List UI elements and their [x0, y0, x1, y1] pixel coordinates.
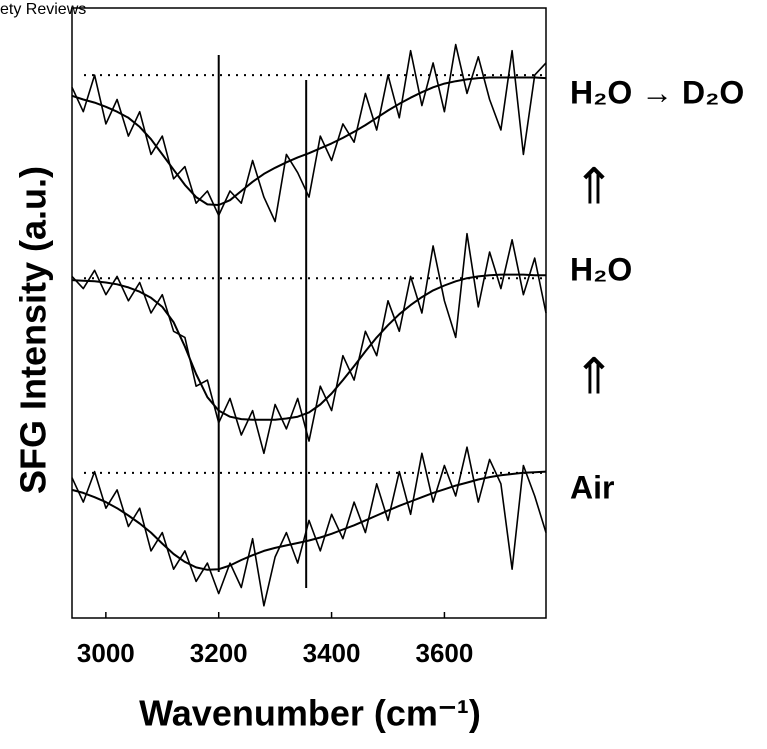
annotation: Air: [570, 469, 614, 505]
data-line: [71, 446, 547, 607]
source-text: ety Reviews: [0, 1, 86, 18]
x-tick-label: 3600: [416, 638, 474, 668]
data-line: [71, 43, 547, 223]
fit-line: [71, 76, 547, 206]
data-line: [71, 232, 547, 455]
fit-line: [71, 470, 547, 571]
arrow-label: ⇑: [573, 348, 615, 406]
x-tick-label: 3000: [77, 638, 135, 668]
x-tick-label: 3200: [190, 638, 248, 668]
annotation: H₂O → D₂O: [570, 74, 744, 110]
annotation: H₂O: [570, 251, 632, 287]
x-axis-title: Wavenumber (cm⁻¹): [139, 693, 481, 734]
arrow-label: ⇑: [573, 158, 615, 216]
x-tick-label: 3400: [303, 638, 361, 668]
fit-line: [71, 273, 546, 421]
y-axis-title: SFG Intensity (a.u.): [13, 166, 54, 494]
